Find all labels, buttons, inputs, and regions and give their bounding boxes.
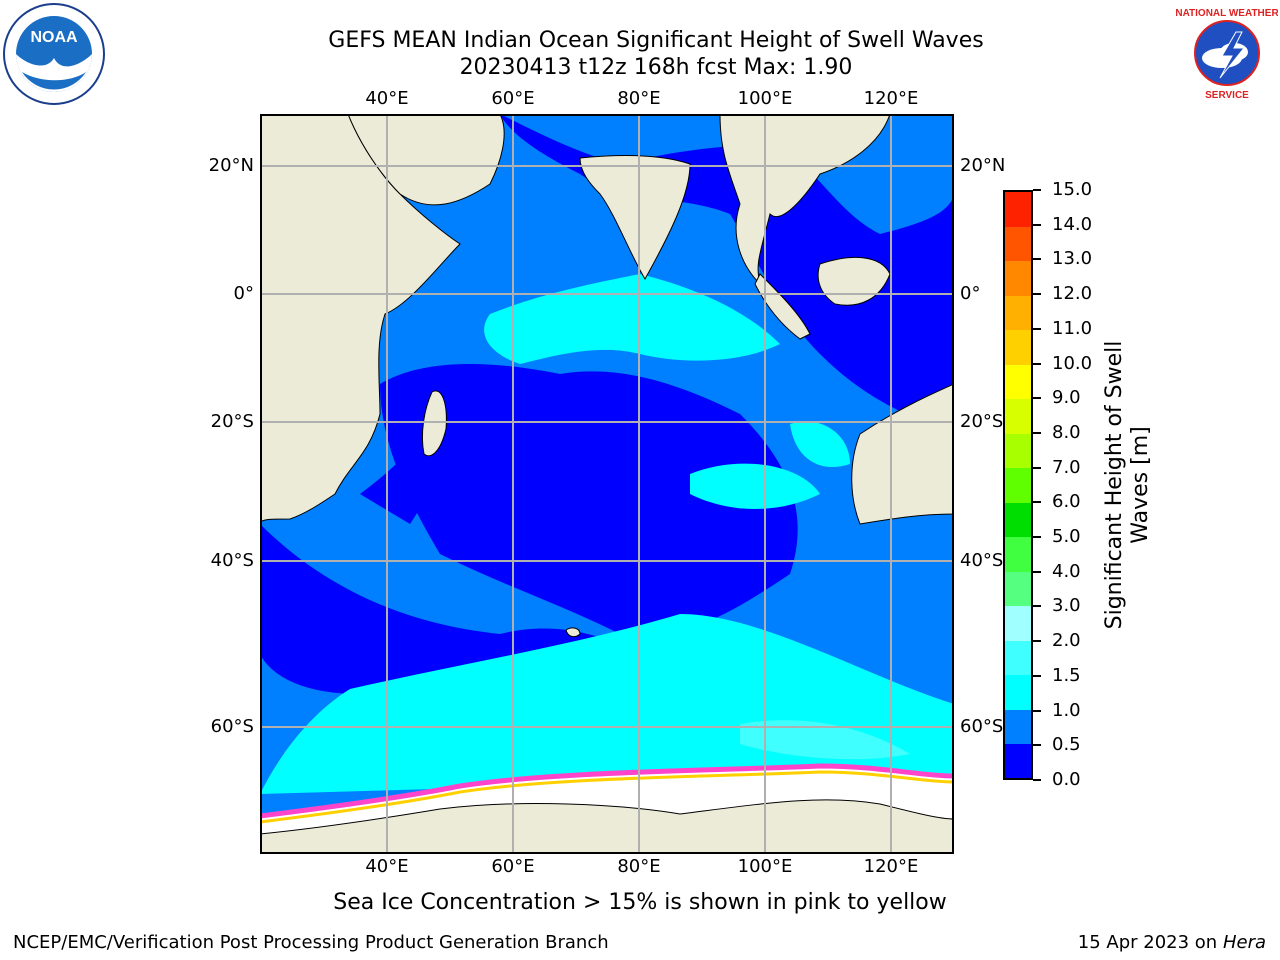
- lat-tick-right-40s: 40°S: [960, 550, 1004, 571]
- lon-tick-bottom-60e: 60°E: [491, 856, 535, 877]
- colorbar-label: 6.0: [1052, 491, 1081, 513]
- madagascar-land: [421, 390, 447, 457]
- colorbar-tick: [1033, 397, 1041, 400]
- colorbar-segment: [1005, 571, 1031, 607]
- swell-0-0.5-central: [380, 364, 798, 636]
- map-frame: [260, 114, 954, 854]
- colorbar-label: 1.0: [1052, 699, 1081, 721]
- lat-tick-right-20s: 20°S: [960, 411, 1004, 432]
- colorbar-segment: [1005, 398, 1031, 434]
- colorbar-tick: [1033, 258, 1041, 261]
- colorbar-tick: [1033, 466, 1041, 469]
- colorbar-segment: [1005, 295, 1031, 331]
- australia-land: [851, 383, 954, 525]
- colorbar-label: 8.0: [1052, 421, 1081, 443]
- colorbar-segment: [1005, 260, 1031, 296]
- colorbar-label: 12.0: [1052, 283, 1093, 305]
- colorbar-tick: [1033, 674, 1041, 677]
- colorbar-segment: [1005, 364, 1031, 400]
- chart-title-line2: 20230413 t12z 168h fcst Max: 1.90: [459, 55, 853, 80]
- lon-tick-top-60e: 60°E: [491, 88, 535, 109]
- lon-tick-bottom-80e: 80°E: [617, 856, 661, 877]
- colorbar-segment: [1005, 709, 1031, 745]
- colorbar-tick: [1033, 640, 1041, 643]
- colorbar-segment: [1005, 329, 1031, 365]
- footer-credit: NCEP/EMC/Verification Post Processing Pr…: [13, 932, 609, 953]
- lat-tick-right-60s: 60°S: [960, 716, 1004, 737]
- graticule: [260, 114, 954, 854]
- colorbar-tick: [1033, 570, 1041, 573]
- colorbar-label: 3.0: [1052, 595, 1081, 617]
- colorbar-label: 10.0: [1052, 352, 1093, 374]
- svg-text:NOAA: NOAA: [30, 29, 78, 46]
- colorbar-label: 9.0: [1052, 387, 1081, 409]
- lat-tick-left-60s: 60°S: [210, 716, 254, 737]
- colorbar-label: 0.5: [1052, 734, 1081, 756]
- colorbar-tick: [1033, 536, 1041, 539]
- colorbar-title-line1: Significant Height of Swell: [1102, 340, 1127, 630]
- colorbar-label: 2.0: [1052, 630, 1081, 652]
- colorbar-segment: [1005, 536, 1031, 572]
- chart-title-line1: GEFS MEAN Indian Ocean Significant Heigh…: [328, 28, 984, 53]
- colorbar-segment: [1005, 192, 1031, 227]
- swell-1.0-1.5-equatorial: [484, 274, 780, 364]
- footer-date-text: 15 Apr 2023 on: [1077, 932, 1223, 953]
- map-panel: [260, 114, 954, 854]
- swell-0-0.5-maritime: [500, 114, 954, 434]
- colorbar-label: 1.5: [1052, 664, 1081, 686]
- lon-tick-top-40e: 40°E: [365, 88, 409, 109]
- lon-tick-bottom-120e: 120°E: [863, 856, 919, 877]
- colorbar-segment: [1005, 502, 1031, 538]
- colorbar-segment: [1005, 640, 1031, 676]
- colorbar-title: Significant Height of Swell Waves [m]: [1102, 341, 1154, 630]
- colorbar-label: 13.0: [1052, 248, 1093, 270]
- colorbar: [1003, 190, 1033, 780]
- colorbar-tick: [1033, 709, 1041, 712]
- lon-tick-bottom-100e: 100°E: [737, 856, 793, 877]
- colorbar-segment: [1005, 605, 1031, 641]
- lon-tick-bottom-40e: 40°E: [365, 856, 409, 877]
- colorbar-tick: [1033, 605, 1041, 608]
- nws-logo: NATIONAL WEATHER SERVICE: [1175, 2, 1279, 104]
- colorbar-tick: [1033, 744, 1041, 747]
- colorbar-tick: [1033, 327, 1041, 330]
- colorbar-segment: [1005, 743, 1031, 779]
- colorbar-tick: [1033, 431, 1041, 434]
- lat-tick-right-20n: 20°N: [960, 155, 1006, 176]
- sea-ice-caption: Sea Ice Concentration > 15% is shown in …: [333, 890, 947, 915]
- colorbar-segment: [1005, 433, 1031, 469]
- colorbar-label: 4.0: [1052, 560, 1081, 582]
- india-land: [579, 155, 691, 280]
- lon-tick-top-120e: 120°E: [863, 88, 919, 109]
- lat-tick-left-40s: 40°S: [210, 550, 254, 571]
- footer-date: 15 Apr 2023 on Hera: [1078, 932, 1266, 953]
- colorbar-segment: [1005, 674, 1031, 710]
- lat-tick-left-0: 0°: [233, 283, 254, 304]
- lat-tick-left-20n: 20°N: [208, 155, 254, 176]
- lat-tick-right-0: 0°: [960, 283, 981, 304]
- colorbar-tick: [1033, 362, 1041, 365]
- colorbar-tick: [1033, 189, 1041, 191]
- svg-text:SERVICE: SERVICE: [1205, 90, 1249, 101]
- lon-tick-top-80e: 80°E: [617, 88, 661, 109]
- footer-host: Hera: [1222, 932, 1266, 953]
- colorbar-tick: [1033, 223, 1041, 226]
- colorbar-title-line2: Waves [m]: [1128, 426, 1153, 544]
- colorbar-label: 15.0: [1052, 179, 1093, 200]
- colorbar-label: 11.0: [1052, 317, 1093, 339]
- colorbar-label: 14.0: [1052, 213, 1093, 235]
- colorbar-tick: [1033, 779, 1041, 781]
- colorbar-label: 0.0: [1052, 769, 1081, 790]
- colorbar-tick: [1033, 293, 1041, 296]
- kerguelen-land: [565, 627, 581, 638]
- colorbar-label: 7.0: [1052, 456, 1081, 478]
- colorbar-segment: [1005, 226, 1031, 262]
- svg-text:NATIONAL WEATHER: NATIONAL WEATHER: [1176, 8, 1278, 19]
- noaa-logo: NOAA: [2, 2, 106, 106]
- colorbar-segment: [1005, 467, 1031, 503]
- lat-tick-left-20s: 20°S: [210, 411, 254, 432]
- lon-tick-top-100e: 100°E: [737, 88, 793, 109]
- colorbar-tick: [1033, 501, 1041, 504]
- colorbar-label: 5.0: [1052, 526, 1081, 548]
